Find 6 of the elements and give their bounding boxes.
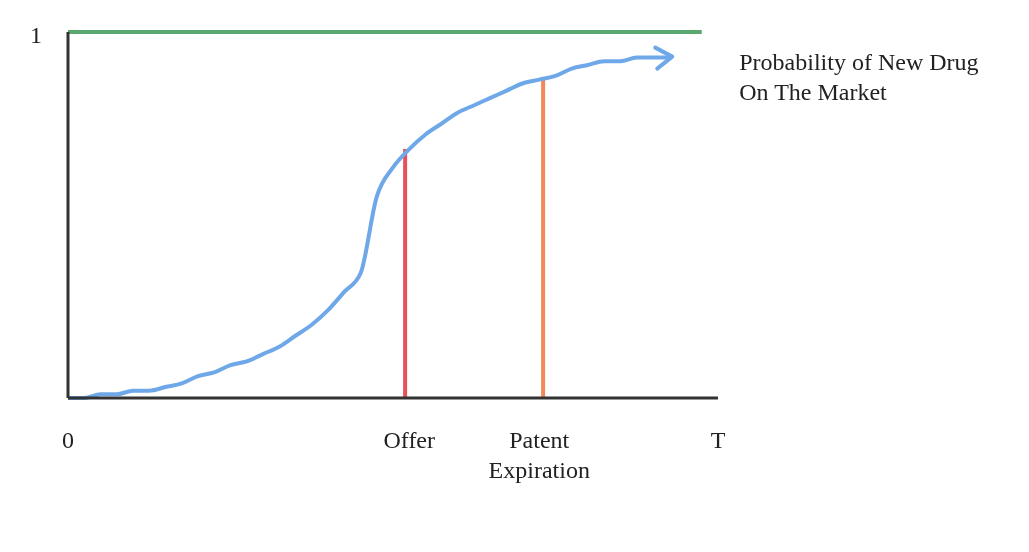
x-tick-label: T [710,427,726,453]
x-tick-label: Patent Expiration [488,427,590,483]
text: 1 [30,22,42,49]
text: Probability of New Drug On The Market [739,48,979,105]
x-tick-label: Offer [383,427,436,453]
x-tick-label: 0 [62,427,74,453]
